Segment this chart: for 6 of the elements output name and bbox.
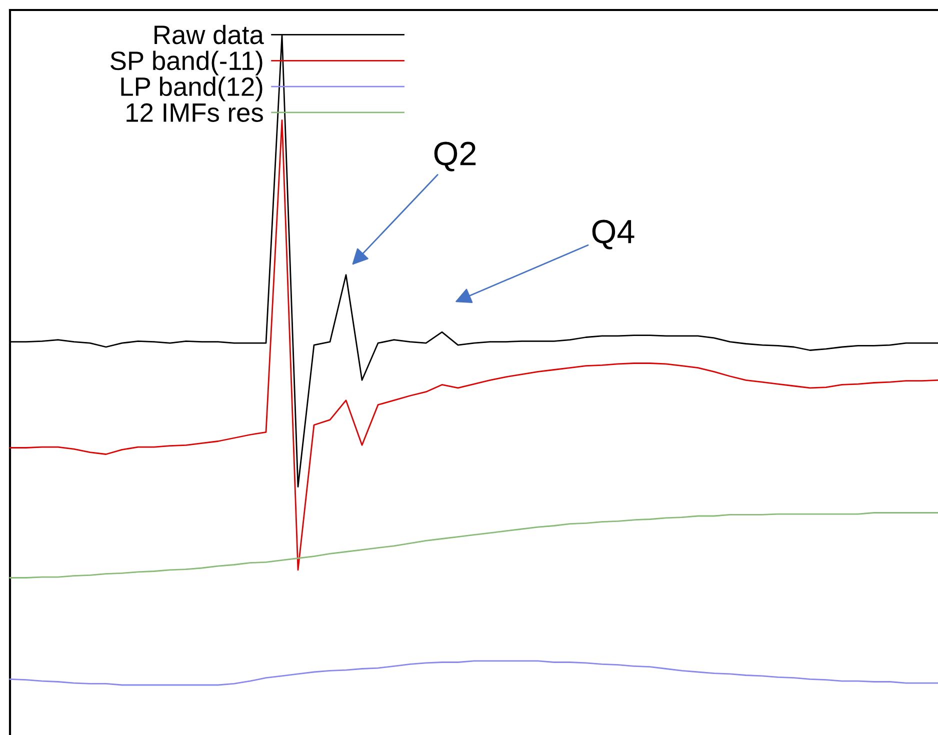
- legend-label: Raw data: [154, 24, 264, 44]
- legend-label: SP band(-11): [110, 50, 262, 76]
- legend-label: 12 IMFs res: [126, 103, 263, 122]
- annotation: Q4: [592, 220, 634, 250]
- legend-label: LP band(12): [121, 76, 262, 102]
- annotation: Q2: [434, 142, 476, 172]
